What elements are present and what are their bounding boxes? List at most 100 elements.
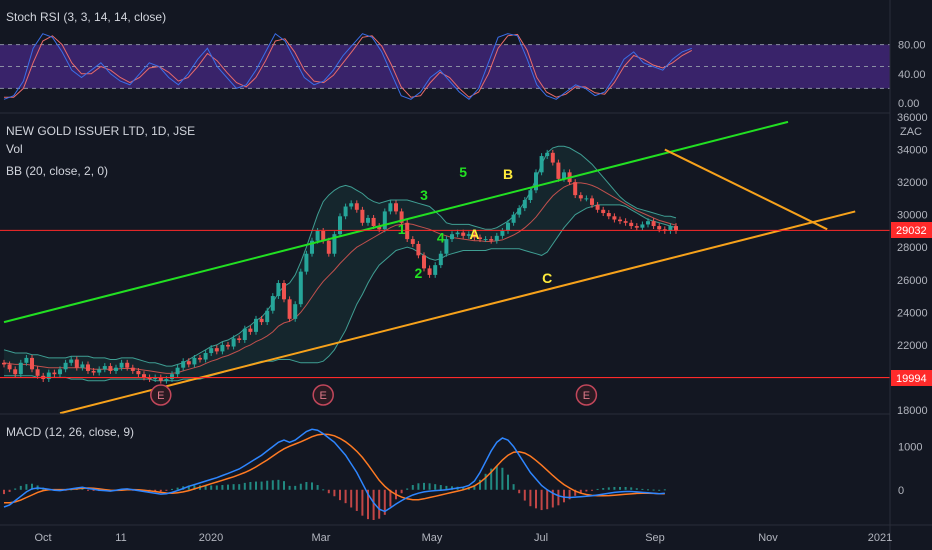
candle-body	[528, 190, 533, 201]
macd-hist-bar	[31, 483, 33, 490]
candle-body	[562, 172, 566, 179]
candle-body	[438, 253, 443, 266]
candle-body	[321, 230, 326, 241]
macd-hist-bar	[490, 468, 493, 490]
candle-body	[248, 328, 253, 332]
candle-body	[192, 357, 197, 365]
price-tick-label: 22000	[897, 340, 928, 352]
candle-body	[354, 203, 359, 210]
macd-hist-bar	[159, 489, 162, 492]
macd-hist-bar	[479, 479, 481, 490]
macd-hist-bar	[574, 489, 577, 496]
support-price-value: 19994	[896, 373, 927, 385]
macd-pane[interactable]: MACD (12, 26, close, 9) 1000 0	[3, 425, 922, 520]
macd-hist-bar	[266, 480, 269, 490]
candle-body	[326, 240, 331, 254]
macd-hist-bar	[619, 486, 621, 490]
candle-body	[371, 217, 376, 227]
candle-body	[522, 200, 527, 209]
macd-hist-bar	[339, 489, 341, 501]
candle-body	[444, 239, 449, 254]
bollinger-lower	[4, 204, 677, 382]
macd-hist-bar	[271, 480, 274, 490]
candle-body	[181, 361, 186, 368]
candle-body	[640, 224, 645, 228]
candle-body	[242, 328, 247, 341]
macd-hist-bar	[451, 486, 453, 490]
candle-body	[63, 362, 68, 370]
stoch-axis: 80.00 40.00 0.00	[898, 40, 926, 110]
macd-hist-bar	[355, 489, 358, 511]
candle-body	[7, 364, 12, 370]
candle-body	[13, 369, 18, 375]
candle-body	[646, 221, 650, 225]
macd-hist-bar	[630, 487, 633, 490]
candle-body	[405, 222, 410, 240]
macd-hist-bar	[327, 489, 330, 494]
candle-body	[629, 222, 634, 227]
candle-body	[298, 271, 303, 305]
macd-hist-bar	[221, 485, 224, 490]
time-tick-label: Oct	[34, 532, 51, 544]
candle-body	[556, 162, 561, 179]
candle-body	[472, 234, 477, 238]
macd-hist-bar	[361, 489, 364, 516]
candle-body	[674, 226, 678, 231]
candle-body	[511, 214, 516, 223]
candle-body	[416, 243, 421, 256]
earnings-icon	[150, 384, 172, 406]
macd-label: MACD (12, 26, close, 9)	[6, 425, 134, 439]
earnings-icon-label: E	[157, 390, 164, 402]
macd-hist-bar	[249, 482, 252, 490]
candle-body	[494, 235, 499, 241]
earnings-icon	[575, 384, 598, 406]
macd-hist-bar	[25, 484, 28, 490]
candle-body	[214, 348, 219, 352]
macd-hist-bar	[568, 489, 571, 500]
falling-trendline[interactable]	[664, 148, 828, 231]
price-tick-label: 26000	[897, 275, 928, 287]
symbol-title: NEW GOLD ISSUER LTD, 1D, JSE	[6, 124, 195, 138]
lower-trendline[interactable]	[59, 210, 856, 415]
candle-body	[130, 367, 135, 371]
time-tick-label: Sep	[645, 532, 665, 544]
candle-body	[86, 364, 90, 371]
candle-body	[114, 367, 118, 371]
macd-histogram	[3, 466, 666, 520]
time-tick-label: 2021	[868, 532, 892, 544]
macd-hist-bar	[400, 489, 403, 494]
candle-body	[24, 357, 29, 363]
wave-labels: 1 2 3 4 5 A B C	[398, 164, 553, 286]
stoch-rsi-pane[interactable]: Stoch RSI (3, 3, 14, 14, close) 80.00 40.…	[0, 10, 926, 110]
candle-body	[119, 362, 124, 368]
candle-body	[287, 299, 292, 319]
macd-hist-bar	[563, 489, 565, 503]
macd-hist-bar	[277, 479, 280, 490]
upper-trendline[interactable]	[3, 120, 789, 324]
support-price-tag	[891, 370, 932, 386]
wave-label: A	[469, 226, 479, 242]
candle-body	[606, 213, 611, 217]
macd-hist-bar	[439, 485, 442, 490]
macd-hist-bar	[227, 484, 229, 490]
candle-body	[310, 240, 314, 254]
candle-body	[198, 357, 202, 360]
candle-body	[483, 239, 488, 241]
current-price-tag	[891, 222, 932, 238]
macd-hist-bar	[658, 489, 661, 491]
price-pane[interactable]: 1 2 3 4 5 A B C E E E NEW GOLD ISSUER LTD, 1D, JS…	[0, 112, 932, 417]
macd-hist-bar	[557, 489, 560, 506]
wave-label: 5	[459, 164, 467, 180]
candle-body	[366, 217, 370, 223]
macd-hist-bar	[81, 488, 84, 490]
time-axis[interactable]: Oct 11 2020 Mar May Jul Sep Nov 2021	[34, 532, 892, 544]
macd-hist-bar	[165, 489, 168, 491]
candle-body	[170, 374, 174, 380]
candle-body	[500, 230, 505, 236]
candle-body	[136, 370, 141, 375]
candle-body	[2, 362, 6, 365]
candle-body	[539, 156, 544, 173]
candle-body	[595, 204, 600, 210]
